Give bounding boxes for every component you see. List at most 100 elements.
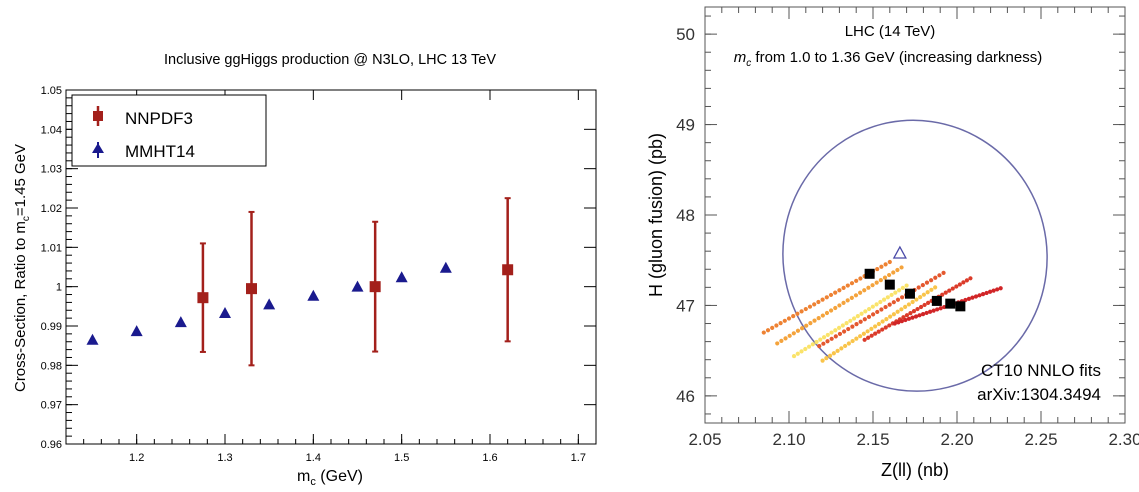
legend-nnpdf3-marker: [93, 106, 103, 126]
scan-band-point: [859, 311, 864, 316]
scan-band-point: [865, 329, 870, 334]
scan-band-point: [787, 333, 792, 338]
scan-band-point: [795, 351, 800, 356]
scan-band-point: [918, 295, 923, 300]
right-y-tick-label: 48: [676, 206, 695, 225]
scan-band-point: [947, 288, 952, 293]
right-x-tick-label: 2.30: [1108, 430, 1139, 449]
mmht14-point: [219, 307, 231, 319]
scan-band-point: [861, 331, 866, 336]
scan-band-point: [878, 299, 883, 305]
scan-band-point: [866, 285, 871, 290]
right-y-tick-label: 46: [676, 387, 695, 406]
scan-band-point: [924, 280, 930, 285]
scan-band-point: [918, 304, 924, 310]
scan-band-point: [807, 304, 813, 309]
scan-band-point: [849, 295, 854, 300]
mmht14-point: [86, 333, 99, 345]
y-tick-label: 0.98: [41, 360, 62, 372]
scan-band-point: [961, 280, 966, 285]
x-tick-label: 1.2: [129, 452, 144, 464]
scan-band-point: [876, 321, 881, 327]
scan-band-point: [924, 310, 929, 316]
scan-band-point: [911, 309, 917, 314]
right-annotation-line2: mc from 1.0 to 1.36 GeV (increasing dark…: [734, 49, 1042, 69]
nnpdf3-point: [502, 264, 514, 276]
scan-band-point: [889, 292, 894, 298]
scan-band-point: [870, 304, 875, 309]
scan-band-point: [820, 313, 825, 318]
scan-band-point: [968, 276, 973, 281]
scan-band-point: [895, 309, 900, 314]
right-x-label: Z(ll) (nb): [881, 460, 949, 480]
scan-band-point: [806, 344, 812, 349]
right-annotation-line1: LHC (14 TeV): [845, 23, 936, 40]
scan-band-point: [829, 308, 834, 313]
scan-band-point: [837, 288, 842, 293]
scan-band-point: [880, 327, 885, 332]
scan-band-point: [929, 278, 934, 283]
scan-band-point: [883, 262, 888, 267]
right-y-tick-label: 49: [676, 116, 695, 135]
scan-band-point: [845, 283, 850, 288]
scan-band-point: [881, 297, 887, 302]
scan-band-point: [833, 290, 838, 295]
scan-band-point: [821, 341, 826, 346]
scan-band-point: [933, 285, 938, 290]
scan-band-point: [862, 317, 867, 322]
scan-band-point: [874, 280, 879, 285]
scan-band-point: [903, 304, 908, 309]
scan-band-point: [869, 326, 874, 331]
scan-band-point: [799, 309, 804, 314]
scan-band-point: [800, 326, 805, 331]
scan-band-point: [966, 296, 972, 301]
scan-band-point: [991, 288, 996, 293]
scan-band-point: [885, 295, 890, 300]
scan-band-point: [810, 342, 815, 347]
scan-band-point: [850, 324, 855, 329]
scan-band-point: [828, 292, 834, 298]
nnpdf3-point: [197, 292, 209, 304]
y-tick-label: 1: [56, 282, 62, 294]
scan-band-point: [841, 300, 846, 306]
right-x-tick-label: 2.20: [940, 430, 973, 449]
scan-band-point: [928, 309, 933, 314]
open-triangle-point: [892, 245, 907, 259]
central-value-point: [931, 295, 942, 306]
scan-band-point: [866, 314, 872, 319]
scan-band-point: [829, 336, 834, 341]
left-legend: NNPDF3 MMHT14: [71, 94, 267, 167]
right-x-tick-label: 2.25: [1024, 430, 1057, 449]
x-tick-label: 1.7: [571, 452, 586, 464]
x-tick-label: 1.5: [394, 452, 409, 464]
mmht14-point: [307, 289, 320, 301]
scan-band-point: [929, 287, 934, 292]
scan-band-point: [899, 319, 904, 324]
scan-band-point: [896, 288, 902, 293]
scan-band-point: [964, 278, 970, 283]
scan-band-point: [920, 282, 925, 288]
left-y-label: Cross-Section, Ratio to mc=1.45 GeV: [12, 144, 32, 392]
scan-band-point: [791, 314, 796, 319]
scan-band-point: [891, 312, 896, 317]
right-x-tick-label: 2.10: [772, 430, 805, 449]
scan-band-point: [895, 267, 900, 273]
scan-band-point: [845, 298, 850, 303]
scan-band-point: [869, 333, 874, 338]
scan-band-point: [900, 295, 905, 300]
scan-band-point: [874, 302, 879, 307]
right-y-label: H (gluon fusion) (pb): [646, 133, 666, 297]
scan-band-point: [887, 323, 892, 328]
scan-band-point: [977, 293, 982, 298]
left-axis-ticks: 1.2 1.3 1.4 1.5 1.6 1.7 0.96 0.97 0.98 0.99 1 1.01 1…: [41, 85, 597, 464]
scan-band-point: [824, 295, 829, 300]
central-value-point: [955, 301, 966, 312]
mmht14-point: [439, 261, 452, 273]
scan-band-point: [887, 259, 892, 265]
scan-band-point: [915, 306, 920, 312]
scan-band-point: [812, 302, 817, 307]
scan-band-point: [814, 339, 819, 345]
scan-band-point: [782, 318, 787, 323]
scan-band-point: [883, 325, 888, 330]
y-tick-label: 0.97: [41, 400, 62, 412]
